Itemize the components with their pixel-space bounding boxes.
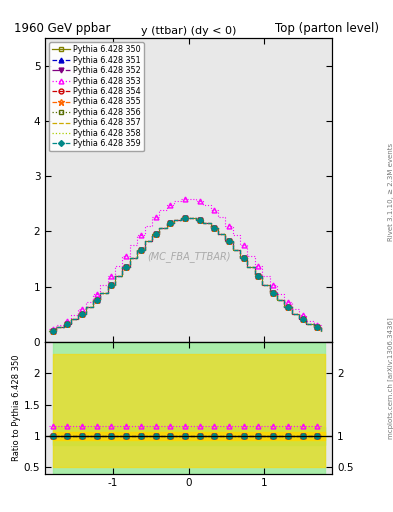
Text: mcplots.cern.ch [arXiv:1306.3436]: mcplots.cern.ch [arXiv:1306.3436] <box>387 317 393 439</box>
Y-axis label: Ratio to Pythia 6.428 350: Ratio to Pythia 6.428 350 <box>12 354 21 461</box>
Title: y (ttbar) (dy < 0): y (ttbar) (dy < 0) <box>141 26 236 36</box>
Legend: Pythia 6.428 350, Pythia 6.428 351, Pythia 6.428 352, Pythia 6.428 353, Pythia 6: Pythia 6.428 350, Pythia 6.428 351, Pyth… <box>49 42 143 151</box>
Text: Top (parton level): Top (parton level) <box>275 22 379 35</box>
Text: (MC_FBA_TTBAR): (MC_FBA_TTBAR) <box>147 251 230 262</box>
Text: 1960 GeV ppbar: 1960 GeV ppbar <box>14 22 110 35</box>
Text: Rivet 3.1.10, ≥ 2.3M events: Rivet 3.1.10, ≥ 2.3M events <box>388 143 393 242</box>
